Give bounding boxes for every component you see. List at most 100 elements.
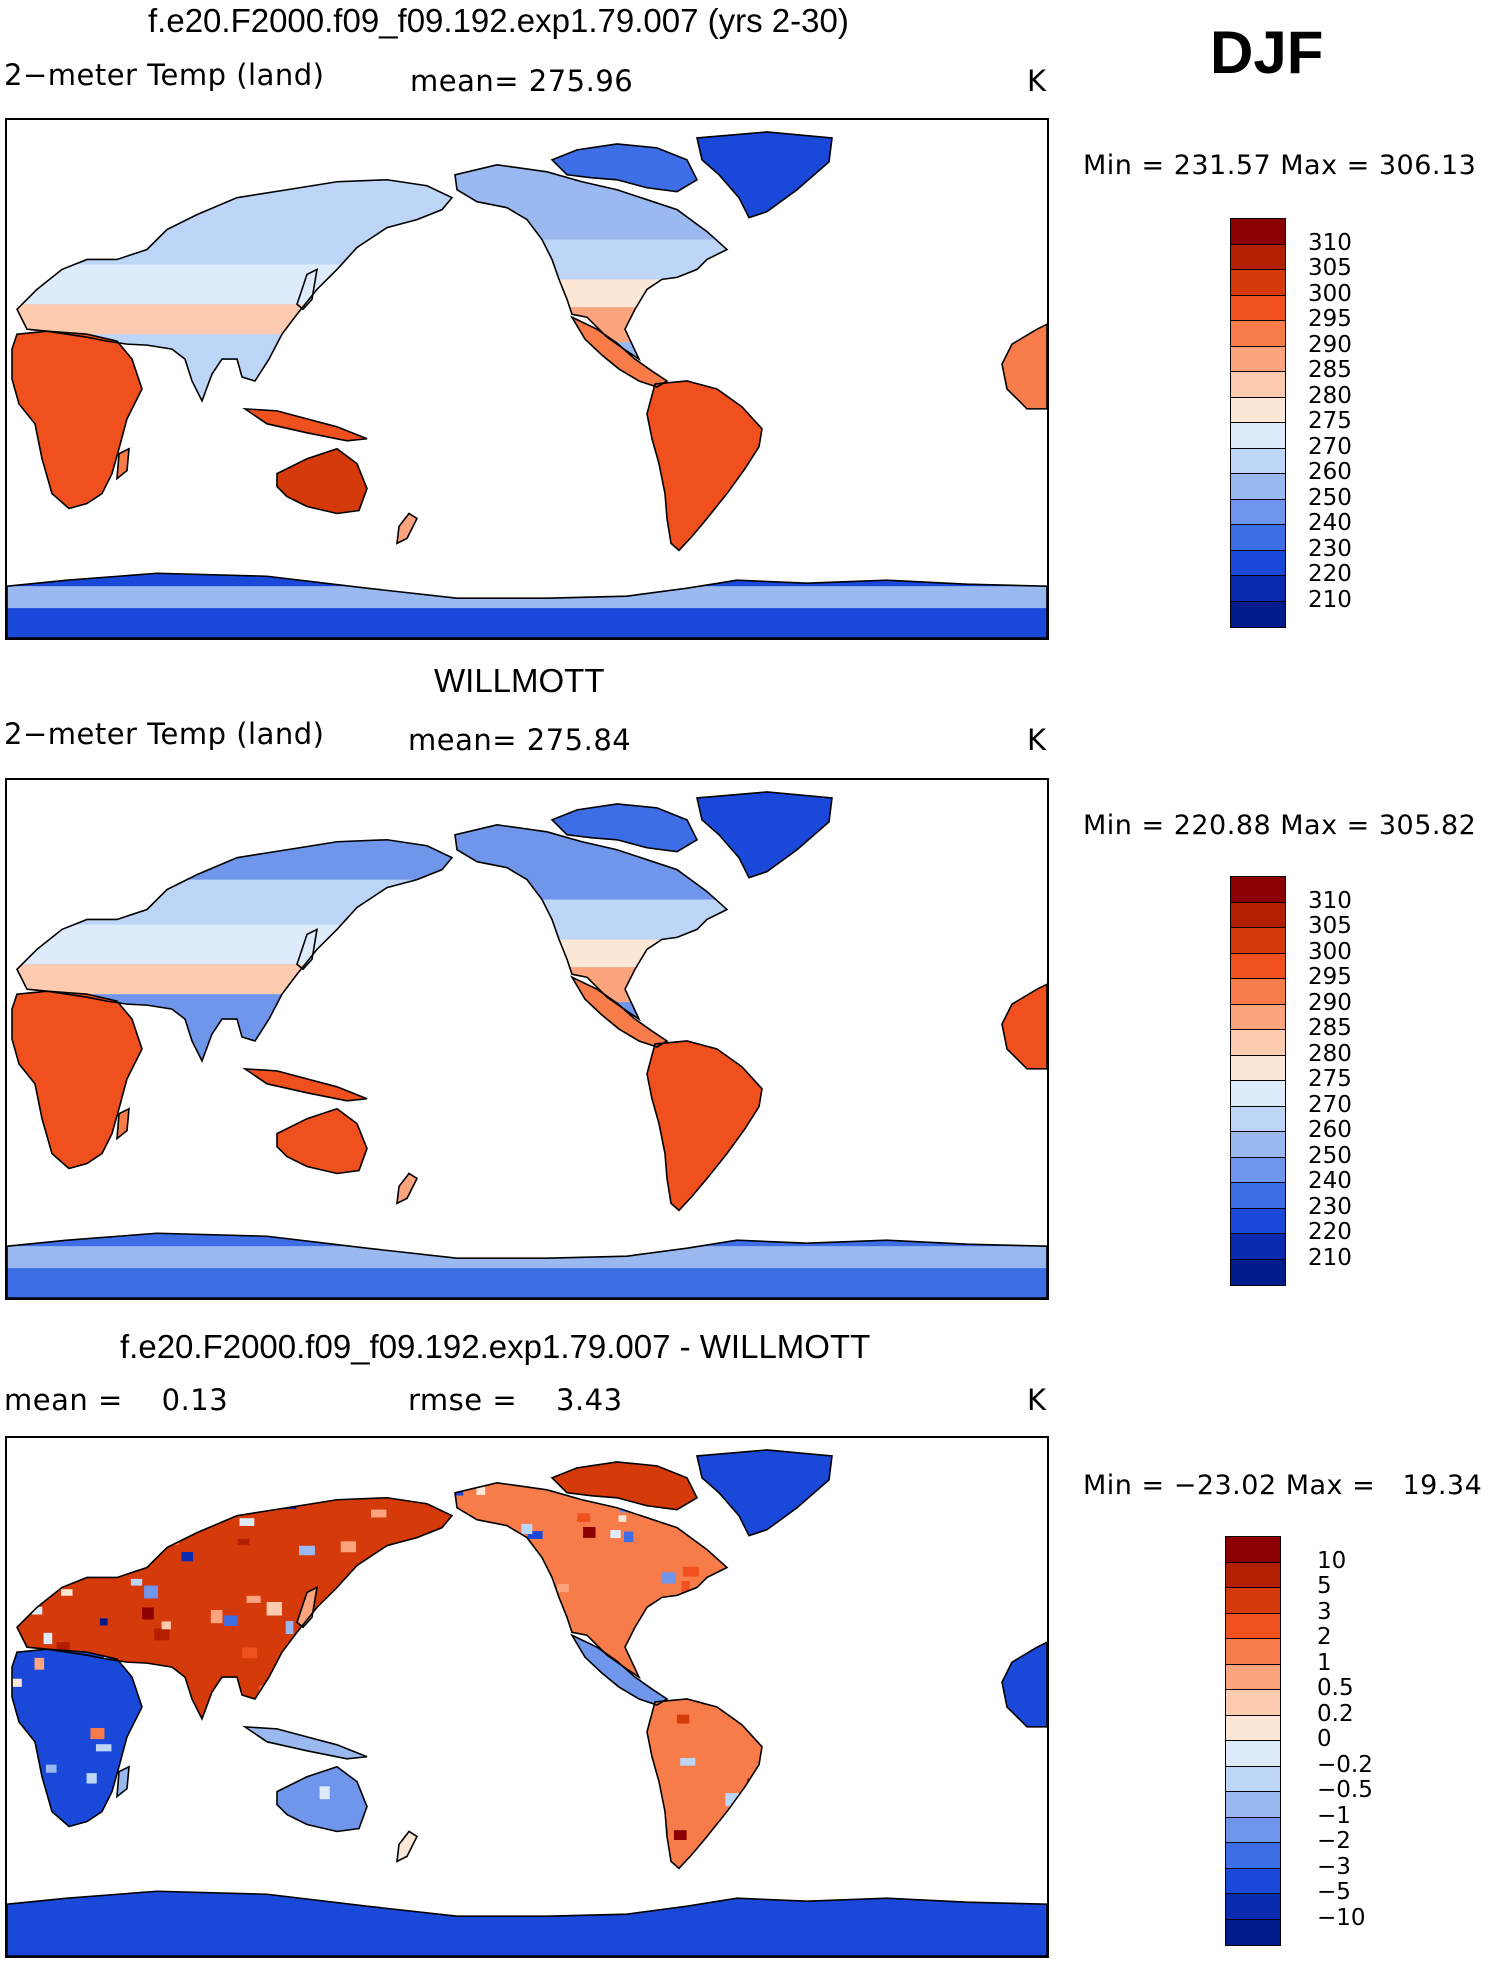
colorbar-swatch (1230, 294, 1286, 322)
colorbar-swatch (1230, 524, 1286, 551)
colorbar-tick-label: 260 (1308, 459, 1352, 485)
coastline (1001, 983, 1047, 1070)
colorbar-swatch (1225, 1612, 1281, 1640)
colorbar-swatch (1230, 1080, 1286, 1107)
coastline (696, 791, 833, 879)
land-region-africa (12, 991, 142, 1169)
coastline (550, 143, 699, 193)
colorbar-tick-label: −3 (1317, 1853, 1351, 1880)
colorbar-tick-label: 310 (1308, 229, 1352, 256)
difference-speckle (277, 1786, 330, 1803)
colorbar-swatch (1230, 498, 1286, 526)
colorbar-tick-label: 1 (1317, 1649, 1332, 1676)
colorbar-tick-label: 230 (1308, 535, 1352, 562)
temperature-band (17, 264, 452, 305)
coastline (1001, 1641, 1047, 1728)
colorbar-swatch (1225, 1740, 1281, 1767)
units-label: K (1027, 64, 1047, 98)
coastline (396, 1830, 419, 1863)
season-label: DJF (1210, 19, 1324, 86)
land-region-greenland (697, 791, 832, 878)
temperature-band (7, 586, 1047, 609)
colorbar-swatch (1230, 422, 1286, 449)
stat-mean-label: mean = 0.13 (4, 1383, 229, 1417)
colorbar-tick-label: 280 (1308, 382, 1352, 409)
colorbar-swatch (1230, 549, 1286, 577)
land-region-canadaArctic (552, 1461, 697, 1510)
coastline (396, 512, 419, 545)
land-region-southAmerica (647, 1040, 762, 1211)
colorbar-tick-label: 275 (1308, 1066, 1352, 1092)
variable-label: 2−meter Temp (land) (4, 717, 325, 751)
temperature-band (7, 1246, 1047, 1269)
colorbar-tick-label: 250 (1308, 1142, 1352, 1169)
colorbar-swatch (1225, 1816, 1281, 1844)
land-region-antarctica (7, 1891, 1047, 1956)
colorbar-tick-label: −2 (1317, 1828, 1351, 1854)
land-region-centralAmerica (572, 317, 667, 387)
colorbar-tick-label: 0.2 (1317, 1700, 1354, 1727)
colorbar-swatch (1225, 1561, 1281, 1589)
colorbar-swatch (1225, 1638, 1281, 1665)
coastline (11, 1648, 143, 1828)
coastline (116, 1765, 130, 1799)
temperature-band (17, 219, 452, 265)
map-panel (5, 1436, 1049, 1958)
land-region-newZealand (397, 1173, 417, 1204)
colorbar-tick-label: 3 (1317, 1598, 1332, 1625)
colorbar-tick-label: 240 (1308, 510, 1352, 536)
units-label: K (1027, 1383, 1047, 1417)
land-region-southAmerica (647, 1698, 762, 1869)
colorbar-tick-label: −0.5 (1317, 1777, 1373, 1803)
colorbar-swatch (1230, 1156, 1286, 1184)
colorbar-tick-label: 300 (1308, 280, 1352, 307)
colorbar-tick-label: 240 (1308, 1168, 1352, 1194)
coastline (454, 824, 729, 1022)
colorbar-tick-label: 210 (1308, 1244, 1352, 1271)
difference-speckle (17, 1500, 452, 1719)
panel-title: f.e20.F2000.f09_f09.192.exp1.79.007 - WI… (120, 1328, 871, 1365)
temperature-band (17, 924, 452, 965)
land-region-westAfricaEdge (1002, 1642, 1047, 1727)
colorbar-swatch (1230, 1054, 1286, 1082)
colorbar-swatch (1230, 243, 1286, 271)
colorbar-swatch (1230, 927, 1286, 954)
coastline (550, 803, 699, 853)
colorbar-tick-label: 290 (1308, 331, 1352, 358)
coastline (242, 1725, 368, 1760)
mean-label: mean= 275.84 (408, 723, 632, 757)
land-region-japan (297, 1587, 317, 1628)
coastline (454, 1482, 729, 1680)
stat-rmse-label: rmse = 3.43 (408, 1383, 623, 1417)
land-region-eurasia (17, 1497, 452, 1719)
colorbar-swatch (1230, 1003, 1286, 1031)
colorbar-swatch (1230, 1233, 1286, 1260)
coastline (7, 1232, 1047, 1298)
colorbar-swatch (1225, 1867, 1281, 1895)
coastline (7, 572, 1047, 638)
colorbar-swatch (1230, 345, 1286, 373)
colorbar-tick-label: 230 (1308, 1193, 1352, 1220)
colorbar-swatch (1230, 600, 1286, 628)
coastline (16, 178, 454, 403)
colorbar-swatch (1230, 1131, 1286, 1158)
colorbar-tick-label: −0.2 (1317, 1751, 1373, 1778)
land-region-westAfricaEdge (1002, 324, 1047, 409)
land-region-africa (12, 331, 142, 509)
colorbar-swatch (1230, 371, 1286, 398)
colorbar-tick-label: −10 (1317, 1904, 1366, 1931)
coastline (646, 380, 763, 552)
panel-title: WILLMOTT (434, 662, 605, 699)
colorbar-tick-label: 305 (1308, 255, 1352, 281)
colorbar-swatch (1230, 1258, 1286, 1286)
coastline (242, 1067, 368, 1102)
variable-label: 2−meter Temp (land) (4, 58, 325, 92)
colorbar-swatch (1225, 1587, 1281, 1614)
colorbar-swatch (1225, 1689, 1281, 1716)
colorbar-tick-label: 290 (1308, 989, 1352, 1016)
colorbar-swatch (1225, 1893, 1281, 1920)
colorbar-tick-label: 2 (1317, 1624, 1332, 1650)
colorbar-tick-label: 260 (1308, 1117, 1352, 1143)
colorbar-tick-label: 10 (1317, 1547, 1347, 1574)
colorbar-tick-label: 275 (1308, 408, 1352, 434)
